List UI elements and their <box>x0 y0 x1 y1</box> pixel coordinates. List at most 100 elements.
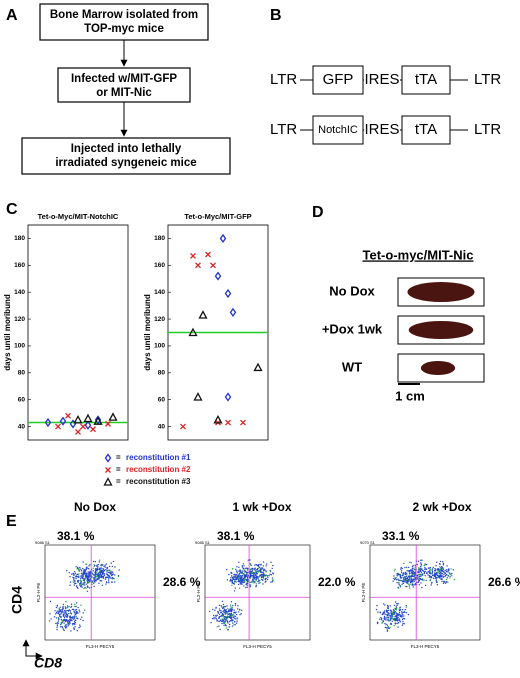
event-dot <box>398 619 400 621</box>
event-dot <box>104 566 107 568</box>
event-dot <box>402 621 404 623</box>
y-tick-label: 60 <box>158 396 166 403</box>
event-dot <box>442 567 444 569</box>
event-dot <box>67 606 69 609</box>
event-dot <box>67 619 70 622</box>
event-dot <box>93 582 95 584</box>
event-dot <box>394 612 396 614</box>
event-dot <box>387 605 389 607</box>
event-dot <box>226 611 229 613</box>
event-dot <box>236 618 238 620</box>
event-dot <box>406 570 408 572</box>
plot-x-label: FL3-H PECY5 <box>411 644 440 649</box>
event-dot <box>223 611 225 614</box>
event-dot <box>111 581 113 583</box>
event-dot <box>401 615 403 617</box>
y-tick-label: 80 <box>158 370 166 377</box>
event-dot <box>452 569 454 571</box>
event-dot <box>262 576 265 578</box>
event-dot <box>402 623 404 625</box>
event-dot <box>63 618 66 621</box>
event-dot <box>110 577 112 579</box>
event-dot <box>385 627 387 629</box>
axis-arrow <box>25 640 43 660</box>
event-dot <box>73 620 76 623</box>
event-dot <box>247 569 249 571</box>
event-dot <box>107 571 110 574</box>
event-dot <box>390 612 392 614</box>
event-dot <box>407 613 410 616</box>
event-dot <box>221 622 223 625</box>
event-dot <box>93 574 95 576</box>
event-dot <box>387 612 389 614</box>
event-dot <box>436 561 438 563</box>
event-dot <box>94 573 97 576</box>
event-dot <box>72 624 74 626</box>
event-dot <box>450 573 452 575</box>
event-dot <box>420 569 422 571</box>
event-dot <box>64 612 67 614</box>
cd4-percent: 38.1 % <box>217 529 255 543</box>
point <box>94 415 102 425</box>
event-dot <box>406 572 408 574</box>
event-dot <box>400 570 403 572</box>
event-dot <box>252 572 254 574</box>
event-dot <box>271 580 274 583</box>
event-dot <box>230 610 232 613</box>
event-dot <box>265 574 268 576</box>
event-dot <box>435 570 437 572</box>
event-dot <box>224 605 227 608</box>
event-dot <box>263 568 266 571</box>
event-dot <box>394 622 396 624</box>
point <box>105 467 111 473</box>
y-tick-label: 180 <box>154 235 165 242</box>
event-dot <box>403 615 405 617</box>
event-dot <box>228 609 230 611</box>
event-dot <box>65 607 67 610</box>
event-dot <box>232 605 234 607</box>
event-dot <box>251 579 254 581</box>
event-dot <box>231 582 233 584</box>
event-dot <box>384 613 386 615</box>
event-dot <box>416 563 418 566</box>
event-dot <box>226 616 229 619</box>
gene-box <box>401 65 451 95</box>
event-dot <box>398 611 401 614</box>
event-dot <box>84 570 86 572</box>
event-dot <box>98 572 100 574</box>
event-dot <box>409 572 411 575</box>
event-dot <box>386 611 388 613</box>
event-dot <box>234 620 236 623</box>
event-dot <box>105 563 108 565</box>
event-dot <box>69 622 71 625</box>
event-dot <box>69 576 71 578</box>
event-dot <box>270 561 272 563</box>
point <box>224 288 232 299</box>
event-dot <box>395 612 397 614</box>
event-dot <box>428 567 430 569</box>
event-dot <box>392 609 395 611</box>
event-dot <box>79 584 81 586</box>
event-dot <box>98 559 101 561</box>
event-dot <box>404 566 406 569</box>
event-dot <box>228 620 231 623</box>
point <box>210 262 216 269</box>
event-dot <box>106 573 109 575</box>
panel-label: B <box>270 7 282 24</box>
event-dot <box>442 561 444 563</box>
event-dot <box>403 562 405 565</box>
event-dot <box>437 570 439 572</box>
event-dot <box>88 572 90 575</box>
event-dot <box>246 576 249 579</box>
event-dot <box>80 584 82 587</box>
event-dot <box>103 569 106 571</box>
event-dot <box>444 569 446 572</box>
event-dot <box>94 580 96 582</box>
event-dot <box>439 560 442 563</box>
event-dot <box>86 590 89 592</box>
event-dot <box>404 576 406 578</box>
event-dot <box>401 613 403 615</box>
event-dot <box>390 615 393 617</box>
event-dot <box>383 611 386 613</box>
sample-id: 9085 S1 <box>195 540 211 545</box>
